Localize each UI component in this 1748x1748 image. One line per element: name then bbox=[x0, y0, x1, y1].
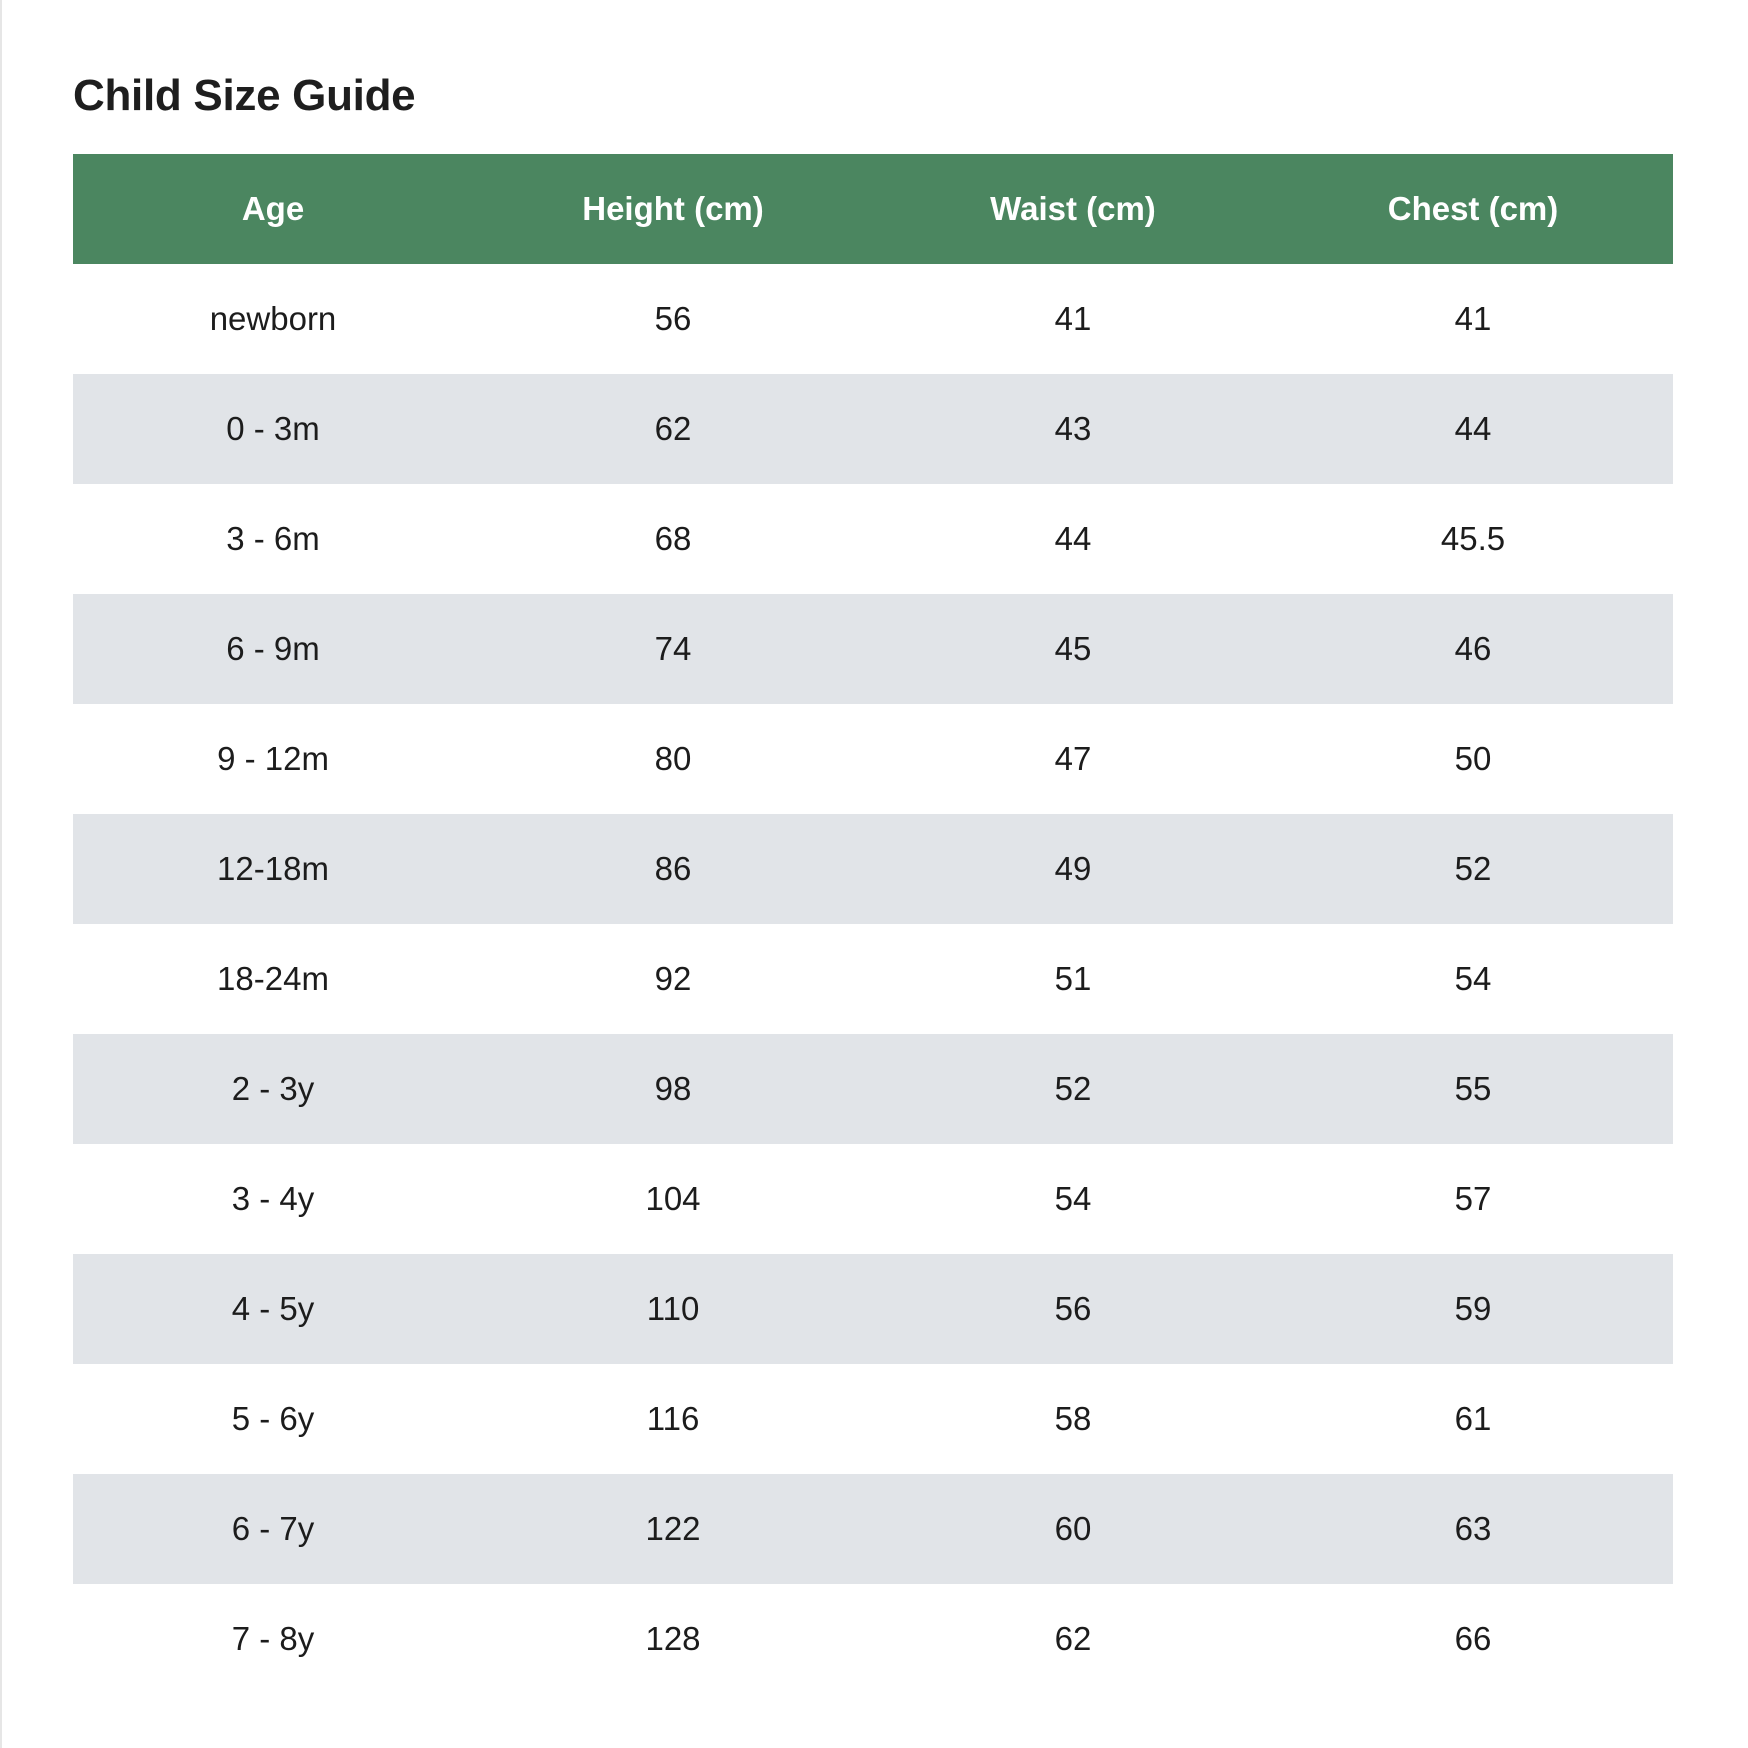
cell-chest: 61 bbox=[1454, 1400, 1492, 1437]
cell-height: 122 bbox=[645, 1510, 701, 1547]
cell-chest: 55 bbox=[1454, 1070, 1492, 1107]
cell-chest: 52 bbox=[1454, 850, 1492, 887]
cell-height: 56 bbox=[654, 300, 692, 337]
cell-waist: 51 bbox=[1054, 960, 1092, 997]
column-header-waist: Waist (cm) bbox=[990, 190, 1156, 227]
cell-age: 3 - 4y bbox=[231, 1180, 315, 1217]
cell-height: 62 bbox=[654, 410, 692, 447]
table-row: 12-18m 86 49 52 bbox=[73, 814, 1673, 924]
cell-height: 116 bbox=[646, 1400, 700, 1437]
cell-age: 0 - 3m bbox=[226, 410, 320, 447]
cell-waist: 43 bbox=[1054, 410, 1092, 447]
cell-age: 6 - 7y bbox=[231, 1510, 315, 1547]
page-title: Child Size Guide bbox=[73, 71, 416, 120]
cell-chest: 50 bbox=[1454, 740, 1492, 777]
cell-waist: 44 bbox=[1054, 520, 1092, 557]
cell-chest: 41 bbox=[1454, 300, 1492, 337]
cell-waist: 62 bbox=[1054, 1620, 1092, 1657]
cell-height: 110 bbox=[646, 1290, 700, 1327]
page-left-border bbox=[0, 0, 2, 1748]
table-row: 6 - 9m 74 45 46 bbox=[73, 594, 1673, 704]
table-row: 18-24m 92 51 54 bbox=[73, 924, 1673, 1034]
column-header-chest: Chest (cm) bbox=[1387, 190, 1559, 227]
table-header: Age Height (cm) Waist (cm) Chest (cm) bbox=[73, 154, 1673, 264]
cell-waist: 56 bbox=[1054, 1290, 1092, 1327]
cell-age: 3 - 6m bbox=[226, 520, 320, 557]
cell-waist: 41 bbox=[1054, 300, 1092, 337]
cell-waist: 52 bbox=[1054, 1070, 1092, 1107]
cell-age: 7 - 8y bbox=[231, 1620, 315, 1657]
cell-height: 128 bbox=[645, 1620, 701, 1657]
table-row: 3 - 6m 68 44 45.5 bbox=[73, 484, 1673, 594]
size-guide-table: Age Height (cm) Waist (cm) Chest (cm) ne… bbox=[73, 154, 1673, 1694]
table-row: 6 - 7y 122 60 63 bbox=[73, 1474, 1673, 1584]
column-header-height: Height (cm) bbox=[582, 190, 764, 227]
cell-age: newborn bbox=[209, 300, 337, 337]
cell-height: 98 bbox=[654, 1070, 692, 1107]
cell-age: 5 - 6y bbox=[231, 1400, 315, 1437]
cell-chest: 45.5 bbox=[1440, 520, 1506, 557]
table-row: 9 - 12m 80 47 50 bbox=[73, 704, 1673, 814]
table-row: 2 - 3y 98 52 55 bbox=[73, 1034, 1673, 1144]
cell-chest: 63 bbox=[1454, 1510, 1492, 1547]
table-row: newborn 56 41 41 bbox=[73, 264, 1673, 374]
cell-waist: 58 bbox=[1054, 1400, 1092, 1437]
cell-chest: 44 bbox=[1454, 410, 1492, 447]
cell-waist: 45 bbox=[1054, 630, 1092, 667]
cell-height: 104 bbox=[645, 1180, 701, 1217]
cell-height: 74 bbox=[654, 630, 692, 667]
cell-height: 86 bbox=[654, 850, 692, 887]
cell-chest: 54 bbox=[1454, 960, 1492, 997]
table-body: newborn 56 41 41 0 - 3m 62 43 44 3 - 6m 68 44 45.5 6… bbox=[73, 264, 1673, 1694]
table-row: 3 - 4y 104 54 57 bbox=[73, 1144, 1673, 1254]
cell-chest: 59 bbox=[1454, 1290, 1492, 1327]
table-row: 5 - 6y 116 58 61 bbox=[73, 1364, 1673, 1474]
cell-age: 9 - 12m bbox=[217, 740, 329, 777]
table-row: 4 - 5y 110 56 59 bbox=[73, 1254, 1673, 1364]
table-row: 7 - 8y 128 62 66 bbox=[73, 1584, 1673, 1694]
cell-age: 4 - 5y bbox=[231, 1290, 315, 1327]
cell-age: 2 - 3y bbox=[231, 1070, 315, 1107]
cell-age: 12-18m bbox=[217, 850, 329, 887]
cell-height: 92 bbox=[654, 960, 692, 997]
header-row: Age Height (cm) Waist (cm) Chest (cm) bbox=[73, 154, 1673, 264]
cell-waist: 60 bbox=[1054, 1510, 1092, 1547]
cell-height: 80 bbox=[654, 740, 692, 777]
cell-chest: 46 bbox=[1454, 630, 1492, 667]
cell-chest: 57 bbox=[1454, 1180, 1492, 1217]
cell-waist: 47 bbox=[1054, 740, 1092, 777]
column-header-age: Age bbox=[241, 190, 305, 227]
cell-age: 18-24m bbox=[217, 960, 329, 997]
cell-waist: 54 bbox=[1054, 1180, 1092, 1217]
cell-chest: 66 bbox=[1454, 1620, 1492, 1657]
cell-age: 6 - 9m bbox=[226, 630, 320, 667]
table-row: 0 - 3m 62 43 44 bbox=[73, 374, 1673, 484]
cell-height: 68 bbox=[654, 520, 692, 557]
cell-waist: 49 bbox=[1054, 850, 1092, 887]
